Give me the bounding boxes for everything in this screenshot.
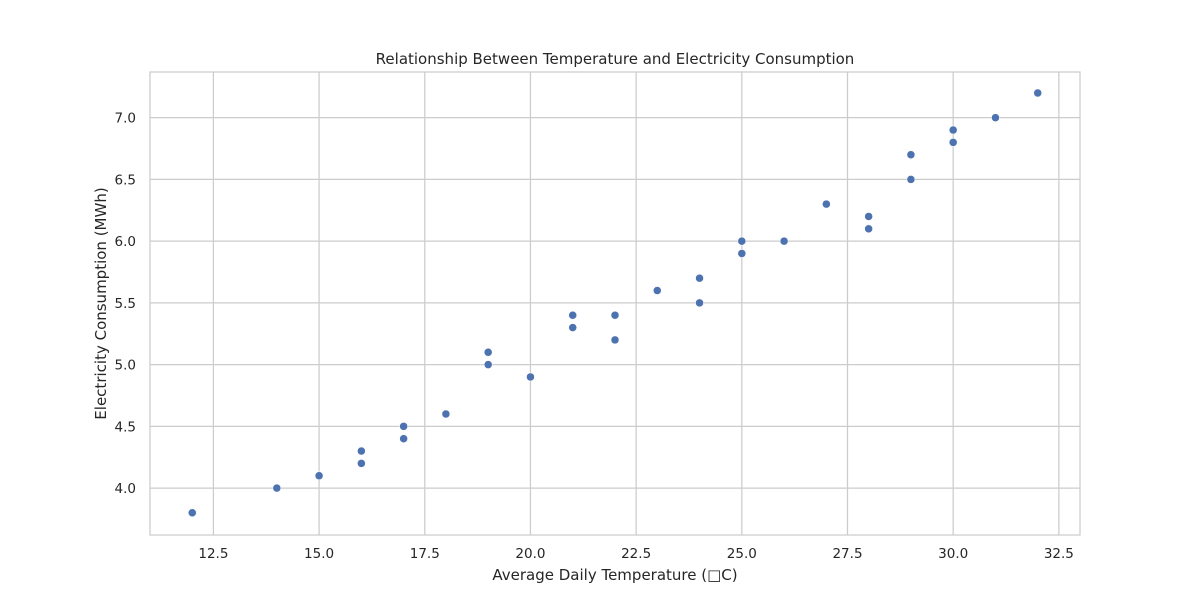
data-point [610, 310, 620, 320]
data-point [272, 483, 282, 493]
data-point [864, 212, 873, 221]
y-tick-label: 5.0 [115, 358, 136, 374]
data-point [737, 249, 747, 258]
data-point [483, 360, 493, 369]
y-axis-label: Electricity Consumption (MWh) [92, 187, 110, 419]
data-point [568, 310, 577, 320]
x-axis-label: Average Daily Temperature (□C) [492, 566, 737, 584]
data-point [568, 323, 577, 332]
tick-labels: 12.5 15.0 17.5 20.0 22.5 25.0 27.5 30.0 32.5 4.0 4… [115, 111, 1074, 562]
y-tick-label: 7.0 [115, 111, 136, 127]
grid-lines [150, 72, 1080, 535]
y-tick-label: 5.5 [115, 296, 136, 312]
x-tick-label: 22.5 [621, 546, 651, 562]
x-tick-label: 15.0 [304, 546, 334, 562]
x-tick-label: 12.5 [198, 546, 228, 562]
data-point [399, 422, 408, 431]
data-point [948, 138, 958, 147]
data-point [526, 372, 535, 382]
y-tick-label: 6.5 [115, 172, 136, 188]
y-tick-label: 4.0 [115, 481, 136, 497]
data-point [991, 113, 1000, 122]
x-tick-label: 32.5 [1044, 546, 1074, 562]
data-point [188, 508, 197, 518]
data-point [1033, 88, 1042, 98]
data-point [779, 236, 789, 246]
data-point [737, 236, 747, 246]
data-point [441, 409, 451, 419]
x-tick-label: 27.5 [832, 546, 862, 562]
data-point [695, 298, 704, 308]
data-point [357, 459, 366, 468]
chart-title: Relationship Between Temperature and Ele… [376, 50, 855, 68]
data-point [906, 150, 916, 159]
y-tick-label: 4.5 [115, 419, 136, 435]
x-tick-label: 30.0 [938, 546, 968, 562]
data-point [610, 335, 620, 345]
x-tick-label: 20.0 [515, 546, 545, 562]
data-point [695, 273, 704, 283]
data-point [357, 446, 366, 456]
y-tick-label: 6.0 [115, 234, 136, 250]
x-tick-label: 25.0 [727, 546, 757, 562]
data-point [483, 348, 493, 357]
x-tick-label: 17.5 [410, 546, 440, 562]
plot-frame [149, 71, 1081, 536]
data-point [653, 286, 662, 295]
data-point [948, 125, 958, 135]
data-point [864, 224, 873, 234]
data-point [906, 175, 916, 184]
data-point [314, 471, 324, 480]
data-point [399, 434, 408, 443]
data-point [822, 199, 831, 209]
data-points [188, 88, 1042, 518]
